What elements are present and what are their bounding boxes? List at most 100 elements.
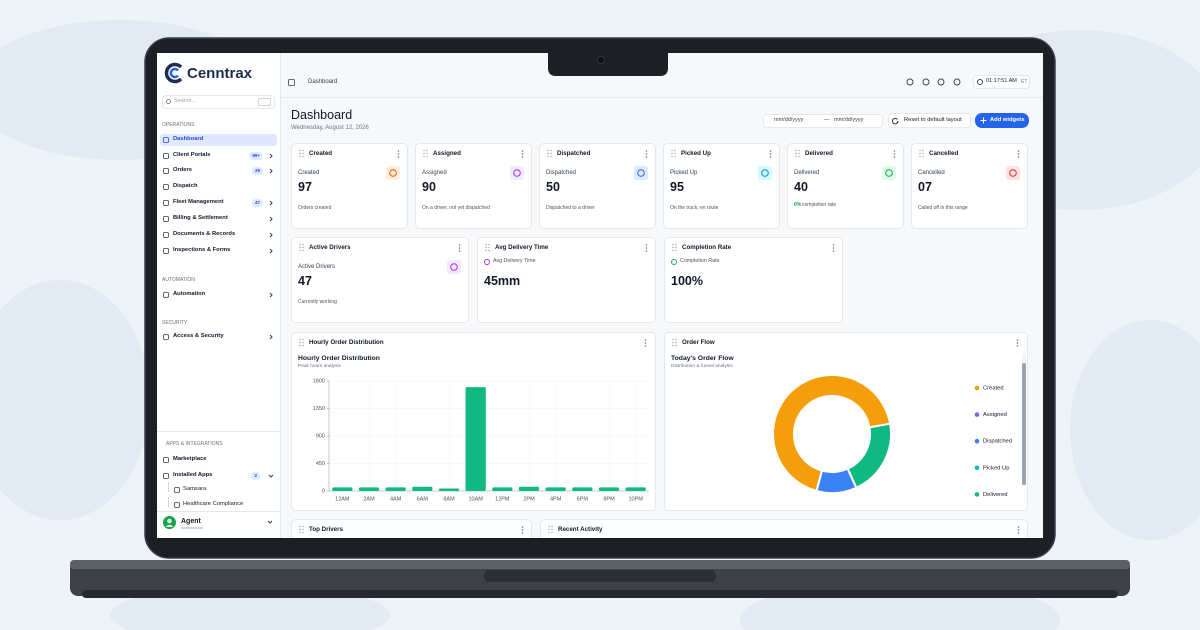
nav-item[interactable]: Access & Security: [173, 333, 224, 340]
menu-button[interactable]: [1017, 150, 1020, 158]
user-subtext: [181, 527, 203, 529]
menu-button[interactable]: [645, 150, 648, 158]
dot: [426, 155, 428, 158]
metric-label: Avg Delivery Time: [493, 258, 536, 265]
chevron-path: [269, 292, 273, 298]
nav-item[interactable]: Fleet Management: [173, 199, 224, 206]
date-range[interactable]: [763, 114, 883, 128]
menu-button[interactable]: [521, 526, 524, 534]
bar: [332, 487, 353, 491]
nav-item[interactable]: Installed Apps: [173, 472, 213, 479]
menu-button[interactable]: [644, 339, 647, 347]
nav-item[interactable]: Dashboard: [173, 136, 204, 143]
nav-item[interactable]: Orders: [173, 167, 193, 174]
search-box[interactable]: [162, 95, 275, 109]
stat-card: Picked Up Picked Up 95 On the truck, en rou…: [663, 143, 780, 229]
add-button[interactable]: [975, 113, 1029, 128]
screen: Cenntrax Search... OPERATIONS Dashboard Clie…: [157, 53, 1043, 538]
dot: [645, 153, 648, 155]
menu-button[interactable]: [893, 150, 896, 158]
stat-value: 95: [670, 179, 684, 194]
dot: [832, 247, 835, 249]
metric-icon: [447, 260, 461, 274]
dot: [423, 155, 425, 158]
dot: [919, 155, 921, 158]
nav-item[interactable]: Documents & Records: [173, 231, 236, 238]
dot: [1016, 339, 1019, 341]
nav-item[interactable]: Dispatch: [173, 183, 198, 190]
bar: [492, 487, 513, 491]
nav-item[interactable]: Client Portals: [173, 152, 211, 159]
nav-item[interactable]: Marketplace: [173, 456, 207, 463]
sidebar: Cenntrax Search... OPERATIONS Dashboard Clie…: [157, 53, 281, 538]
icon-shape: [174, 487, 180, 493]
logo-arc-inner: [169, 67, 179, 79]
menu-button[interactable]: [1016, 339, 1019, 347]
dot: [675, 338, 677, 341]
dot: [458, 244, 461, 246]
shortcut-key: [258, 98, 271, 106]
dot: [672, 243, 674, 246]
menu-button[interactable]: [769, 150, 772, 158]
stat-icon: [1006, 166, 1020, 180]
dot: [675, 243, 677, 246]
dot: [671, 155, 673, 158]
stat-label: Cancelled: [918, 170, 945, 176]
card-header: Delivered: [805, 149, 833, 157]
header-icon[interactable]: [922, 78, 930, 86]
card-header: Completion Rate: [682, 243, 732, 251]
menu-button[interactable]: [521, 150, 524, 158]
dot: [1017, 150, 1020, 152]
dot: [893, 150, 896, 152]
metric-card: Active Drivers Active Drivers Currently wo…: [291, 237, 469, 323]
nav-item[interactable]: Samsara: [183, 486, 207, 493]
header-icon[interactable]: [937, 78, 945, 86]
menu-button[interactable]: [1017, 526, 1020, 534]
dot: [302, 531, 304, 534]
icon-shape: [163, 200, 169, 206]
dot: [397, 150, 400, 152]
x-tick-label: 10AM: [468, 496, 483, 502]
header-icon[interactable]: [953, 78, 961, 86]
stat-label: Assigned: [422, 170, 447, 176]
divider: [157, 511, 281, 512]
dot: [1017, 526, 1020, 528]
dot: [550, 155, 552, 158]
dot: [550, 152, 552, 155]
nav-item[interactable]: Billing & Settlement: [173, 215, 228, 222]
divider: [157, 431, 281, 432]
chevron-path: [269, 153, 273, 159]
reset-label[interactable]: Reset to default layout: [904, 116, 962, 123]
dot: [675, 246, 677, 249]
nav-item[interactable]: Inspections & Forms: [173, 247, 231, 254]
reset-icon: [891, 117, 899, 125]
date-separator: —: [824, 117, 830, 124]
x-tick-label: 6AM: [417, 496, 429, 502]
nav-item[interactable]: Automation: [173, 291, 206, 298]
icon-shape: [980, 117, 987, 124]
legend-label: Created: [983, 386, 1004, 392]
breadcrumb[interactable]: Dashboard: [308, 79, 338, 85]
add-label[interactable]: Add widgets: [990, 116, 1025, 123]
dot: [769, 153, 772, 155]
donut-slice: [772, 374, 892, 493]
stat-note: On the truck, en route: [670, 204, 719, 211]
icon-bg: [634, 166, 648, 180]
menu-button[interactable]: [397, 150, 400, 158]
date-from[interactable]: mm/dd/yyyy: [774, 117, 804, 124]
menu-button[interactable]: [832, 244, 835, 252]
item-icon: [163, 232, 169, 238]
menu-button[interactable]: [645, 244, 648, 252]
chevron: [269, 232, 273, 238]
user-name[interactable]: Agent: [181, 517, 201, 525]
icon-shape: [389, 169, 397, 177]
date-to[interactable]: mm/dd/yyyy: [834, 117, 864, 124]
nav-item[interactable]: Healthcare Compliance: [183, 501, 244, 508]
reset-button[interactable]: [888, 113, 971, 128]
dot: [672, 246, 674, 249]
header-icon[interactable]: [906, 78, 914, 86]
dot: [644, 345, 647, 347]
menu-button[interactable]: [458, 244, 461, 252]
item-icon: [163, 216, 169, 222]
